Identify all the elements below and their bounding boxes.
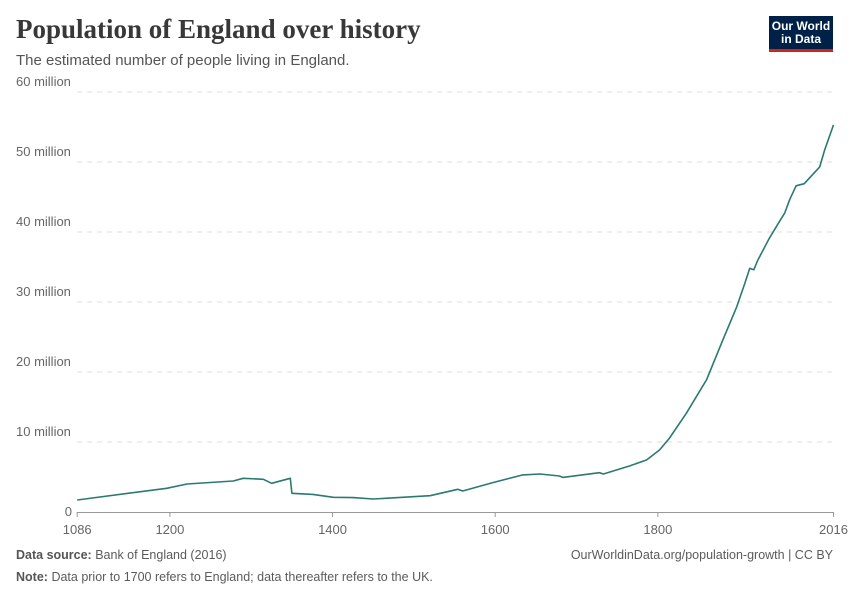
owid-logo[interactable]: Our World in Data [769, 16, 833, 52]
x-tick-label: 1600 [481, 522, 510, 537]
x-tick-label: 1200 [155, 522, 184, 537]
y-tick-label: 10 million [16, 424, 71, 439]
data-source: Data source: Bank of England (2016) [16, 548, 227, 562]
x-tick-label: 1400 [318, 522, 347, 537]
chart-subtitle: The estimated number of people living in… [16, 52, 350, 69]
grid-lines [77, 91, 834, 443]
url-license[interactable]: OurWorldinData.org/population-growth | C… [570, 548, 833, 562]
y-tick-label: 0 [65, 504, 72, 519]
note-label: Note: [16, 570, 48, 584]
y-tick-label: 60 million [16, 74, 71, 89]
y-tick-label: 50 million [16, 144, 71, 159]
series-layer [77, 124, 835, 501]
y-axis-ticks: 0 10 million 20 million 30 million 40 millio… [16, 74, 72, 519]
x-axis: 1086 1200 1400 1600 1800 2016 [63, 512, 848, 537]
chart-title: Population of England over history [16, 14, 421, 44]
source-label: Data source: [16, 548, 92, 562]
y-tick-label: 40 million [16, 214, 71, 229]
x-tick-label: 1086 [63, 522, 92, 537]
population-line [77, 124, 835, 501]
source-value: Bank of England (2016) [95, 548, 227, 562]
y-tick-label: 20 million [16, 354, 71, 369]
note: Note: Data prior to 1700 refers to Engla… [16, 570, 433, 584]
y-tick-label: 30 million [16, 284, 71, 299]
x-tick-label: 2016 [819, 522, 848, 537]
note-value: Data prior to 1700 refers to England; da… [51, 570, 433, 584]
x-tick-label: 1800 [643, 522, 672, 537]
